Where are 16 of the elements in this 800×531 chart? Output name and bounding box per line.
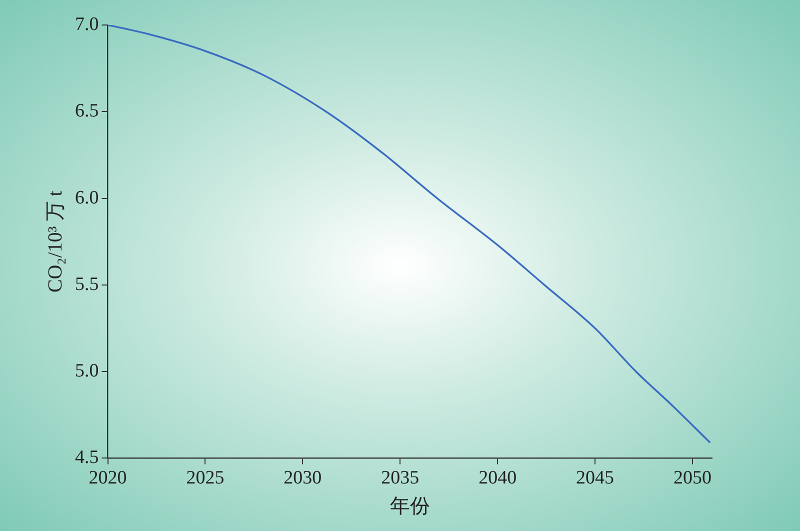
y-tick-label: 5.0 xyxy=(75,360,99,382)
x-tick-label: 2035 xyxy=(381,468,420,489)
y-axis-title: CO₂/10³ 万 t xyxy=(44,190,66,293)
y-tick-label: 4.5 xyxy=(75,447,99,468)
x-tick-label: 2020 xyxy=(88,468,127,489)
y-tick-label: 6.5 xyxy=(75,100,99,122)
y-tick-label: 7.0 xyxy=(75,14,99,35)
y-tick-label: 5.5 xyxy=(75,274,99,295)
x-tick-label: 2045 xyxy=(576,468,614,489)
x-axis-title: 年份 xyxy=(390,495,430,518)
x-tick-label: 2025 xyxy=(186,468,224,489)
x-tick-label: 2030 xyxy=(284,468,322,489)
y-tick-label: 6.0 xyxy=(75,187,99,208)
x-tick-label: 2050 xyxy=(674,468,712,489)
line-series xyxy=(108,25,711,444)
x-tick-label: 2040 xyxy=(478,468,517,489)
